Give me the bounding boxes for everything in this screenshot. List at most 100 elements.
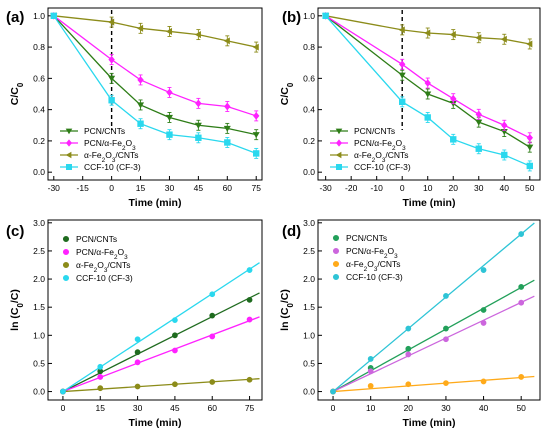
- legend-label: PCN/α-Fe2O3: [84, 138, 136, 152]
- data-point: [518, 284, 525, 290]
- data-point: [424, 29, 431, 37]
- y-tick-label: 2.5: [303, 246, 315, 256]
- y-tick-label: 0.0: [33, 387, 45, 397]
- data-point: [209, 291, 216, 298]
- data-point: [336, 164, 342, 170]
- data-point: [224, 139, 231, 146]
- x-tick-label: 20: [404, 403, 414, 413]
- x-tick-label: 15: [136, 183, 146, 193]
- data-point: [518, 231, 525, 237]
- data-point: [500, 35, 507, 43]
- x-tick-label: 0: [109, 183, 114, 193]
- data-point: [475, 110, 482, 119]
- legend-label: CCF-10 (CF-3): [354, 162, 411, 172]
- y-tick-label: 1.0: [303, 11, 315, 21]
- legend-item: α-Fe2O3/CNTs: [60, 150, 139, 164]
- data-point: [480, 267, 487, 273]
- x-tick-label: 20: [449, 183, 459, 193]
- fit-line: [333, 375, 535, 393]
- series-ccf-10-cf-3-: [322, 12, 533, 172]
- data-point: [224, 102, 231, 111]
- x-tick-label: 0: [400, 183, 405, 193]
- data-point: [62, 248, 70, 256]
- x-tick-label: -30: [320, 183, 333, 193]
- data-point: [330, 388, 336, 395]
- series-pcn-cnts: [60, 292, 260, 395]
- x-axis-title: Time (min): [403, 417, 456, 429]
- legend-item: CCF-10 (CF-3): [62, 273, 133, 283]
- data-point: [166, 88, 173, 97]
- data-point: [108, 55, 115, 64]
- data-point: [62, 274, 70, 282]
- fit-line: [62, 292, 260, 393]
- legend-item: PCN/α-Fe2O3: [60, 138, 136, 152]
- data-point: [424, 79, 431, 87]
- legend-item: PCN/CNTs: [60, 126, 125, 136]
- x-tick-label: 10: [366, 403, 376, 413]
- data-point: [172, 332, 178, 339]
- legend-item: PCN/CNTs: [332, 233, 387, 243]
- data-point: [246, 296, 253, 303]
- data-point: [475, 34, 482, 42]
- data-point: [62, 235, 70, 243]
- data-point: [450, 136, 457, 143]
- y-tick-label: 0.8: [303, 42, 315, 52]
- legend-item: CCF-10 (CF-3): [60, 162, 141, 172]
- data-point: [62, 261, 70, 269]
- y-tick-label: 0.0: [303, 387, 315, 397]
- x-tick-label: 50: [525, 183, 535, 193]
- data-point: [399, 98, 406, 106]
- series-ccf-10-cf-3-: [50, 12, 260, 159]
- x-tick-label: 45: [170, 403, 180, 413]
- x-tick-label: 50: [516, 403, 526, 413]
- legend-item: α-Fe2O3/CNTs: [330, 150, 409, 164]
- data-point: [518, 374, 525, 380]
- data-point: [253, 150, 260, 157]
- data-point: [443, 325, 449, 332]
- y-tick-label: 1.0: [33, 11, 45, 21]
- data-point: [166, 131, 173, 138]
- legend-label: PCN/CNTs: [354, 126, 395, 136]
- y-axis-title: ln (C0/C): [9, 289, 25, 331]
- data-point: [223, 125, 231, 132]
- chart-panel-a: (a) -30 -15 0 15 30 45 60 75 0.0 0.2 0.4 0.6 0.8 1.0 Ti…: [6, 7, 263, 209]
- data-point: [108, 18, 115, 26]
- legend-label: CCF-10 (CF-3): [346, 272, 403, 282]
- data-point: [97, 363, 104, 370]
- y-tick-label: 1.5: [33, 302, 45, 312]
- series--fe2o3-cnts: [60, 376, 260, 395]
- x-tick-label: 15: [96, 403, 106, 413]
- data-point: [443, 293, 449, 299]
- y-tick-label: 2.5: [33, 246, 45, 256]
- x-axis-title: Time (min): [129, 197, 182, 209]
- y-tick-label: 2.0: [33, 274, 45, 284]
- x-tick-label: 30: [133, 403, 143, 413]
- data-point: [424, 91, 432, 98]
- x-tick-label: 60: [223, 183, 233, 193]
- data-point: [450, 94, 457, 103]
- data-point: [398, 26, 405, 34]
- panel-label: (c): [6, 223, 24, 240]
- fit-line: [62, 262, 260, 393]
- series-pcn-fe2o3: [60, 316, 260, 395]
- data-point: [518, 299, 525, 306]
- data-point: [252, 132, 260, 139]
- data-point: [526, 40, 533, 48]
- data-point: [134, 336, 141, 343]
- data-point: [405, 351, 412, 358]
- series-pcn-cnts: [330, 279, 535, 395]
- legend-item: α-Fe2O3/CNTs: [62, 260, 131, 274]
- data-point: [209, 333, 216, 340]
- data-point: [165, 27, 173, 35]
- chart-panel-c: (c) 0 15 30 45 60 75 0.0 0.5 1.0 1.5 2.0 2.5 3.0 Time …: [6, 218, 263, 429]
- data-point: [336, 139, 342, 147]
- x-tick-label: 30: [165, 183, 175, 193]
- data-point: [172, 381, 178, 388]
- y-axis-title: C/C0: [279, 82, 295, 105]
- data-point: [65, 151, 72, 159]
- data-point: [195, 134, 202, 141]
- chart-panel-d: (d) 0 10 20 30 40 50 0.0 0.5 1.0 1.5 2.0 2.5 3.0 Time …: [279, 218, 541, 429]
- chart-panel-b: (b) -30 -20 -10 0 10 20 30 40 50 0.0 0.2 0.4 0.6 0.8 1.…: [279, 7, 541, 209]
- plot-frame: [47, 7, 263, 181]
- data-point: [367, 356, 374, 362]
